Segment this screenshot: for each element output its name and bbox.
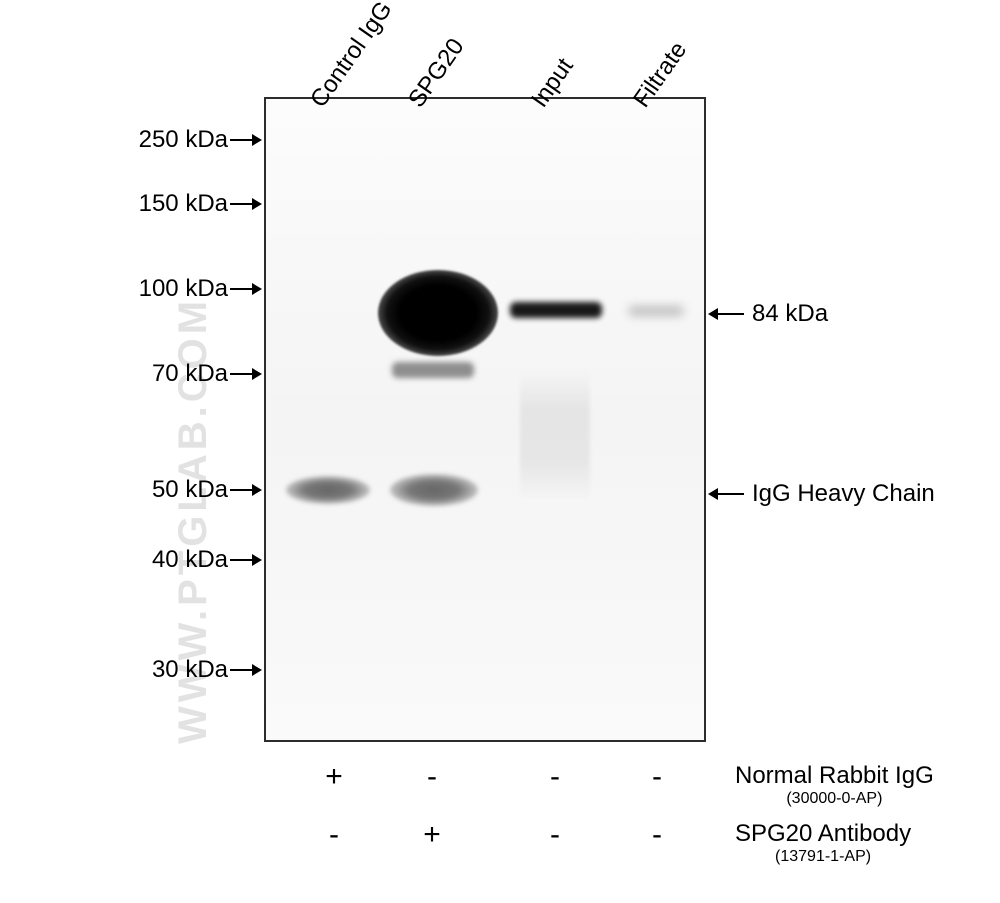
mw-arrow-3 — [230, 368, 262, 380]
mw-label-2: 100 kDa — [0, 275, 228, 303]
reagent-cat-1: (13791-1-AP) — [735, 848, 911, 866]
reagent-1: SPG20 Antibody(13791-1-AP) — [735, 820, 911, 866]
mw-arrow-5 — [230, 554, 262, 566]
pm-r0-c0: + — [322, 760, 346, 794]
band-1 — [392, 362, 474, 378]
mw-label-6: 30 kDa — [0, 656, 228, 684]
pm-r0-c2: - — [543, 760, 567, 794]
band-6 — [628, 306, 684, 316]
mw-arrow-1 — [230, 198, 262, 210]
reagent-name-0: Normal Rabbit IgG — [735, 762, 934, 789]
reagent-0: Normal Rabbit IgG(30000-0-AP) — [735, 762, 934, 808]
pm-r0-c1: - — [420, 760, 444, 794]
mw-arrow-6 — [230, 664, 262, 676]
right-arrow-1 — [708, 488, 744, 500]
reagent-name-1: SPG20 Antibody — [735, 820, 911, 847]
right-label-0: 84 kDa — [752, 300, 828, 328]
right-label-1: IgG Heavy Chain — [752, 480, 935, 508]
mw-arrow-0 — [230, 134, 262, 146]
band-0 — [378, 270, 498, 356]
mw-arrow-4 — [230, 484, 262, 496]
mw-label-5: 40 kDa — [0, 546, 228, 574]
pm-r1-c3: - — [645, 818, 669, 852]
mw-label-0: 250 kDa — [0, 126, 228, 154]
mw-label-1: 150 kDa — [0, 190, 228, 218]
band-5 — [520, 370, 590, 500]
blot-area — [264, 97, 706, 742]
band-4 — [390, 474, 478, 506]
band-3 — [286, 476, 370, 504]
pm-r1-c1: + — [420, 818, 444, 852]
pm-r1-c2: - — [543, 818, 567, 852]
pm-r0-c3: - — [645, 760, 669, 794]
mw-arrow-2 — [230, 283, 262, 295]
pm-r1-c0: - — [322, 818, 346, 852]
band-2 — [510, 302, 602, 318]
reagent-cat-0: (30000-0-AP) — [735, 790, 934, 808]
mw-label-4: 50 kDa — [0, 476, 228, 504]
mw-label-3: 70 kDa — [0, 360, 228, 388]
right-arrow-0 — [708, 308, 744, 320]
